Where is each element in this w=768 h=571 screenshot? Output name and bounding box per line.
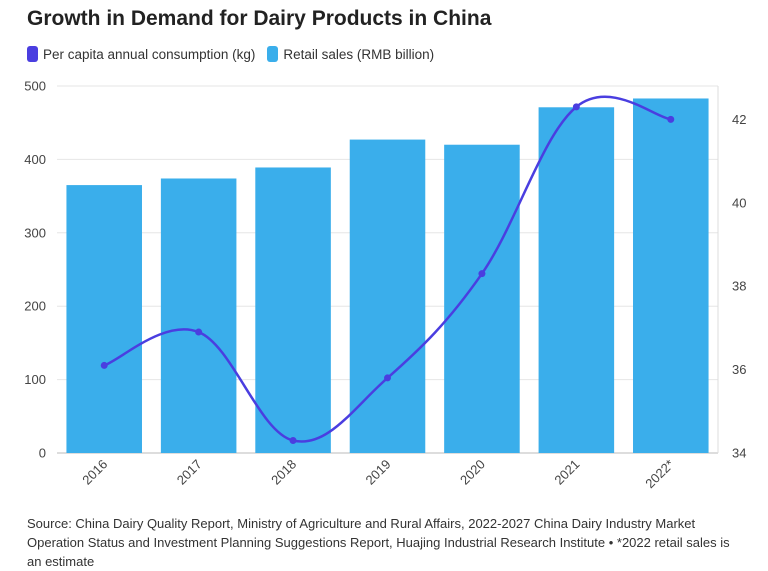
y-left-tick-label: 200	[24, 299, 46, 314]
y-right-tick-label: 36	[732, 362, 746, 377]
y-right-tick-label: 34	[732, 446, 746, 461]
x-tick-label: 2020	[457, 457, 488, 488]
bar	[66, 185, 142, 453]
y-left-tick-label: 500	[24, 79, 46, 94]
consumption-point	[667, 115, 675, 123]
legend: Per capita annual consumption (kg) Retai…	[27, 46, 446, 62]
consumption-point	[572, 103, 580, 111]
legend-swatch-consumption	[27, 46, 38, 62]
y-right-tick-label: 38	[732, 279, 746, 294]
consumption-point	[384, 374, 391, 382]
legend-item-retail-sales[interactable]: Retail sales (RMB billion)	[267, 46, 434, 62]
y-left-tick-label: 0	[39, 446, 46, 461]
legend-swatch-retail-sales	[267, 46, 279, 62]
bar	[160, 178, 237, 453]
source-note: Source: China Dairy Quality Report, Mini…	[27, 516, 730, 569]
legend-label-consumption: Per capita annual consumption (kg)	[43, 46, 256, 62]
x-tick-label: 2016	[79, 457, 110, 488]
consumption-point	[195, 328, 203, 336]
y-right-tick-label: 42	[732, 112, 746, 127]
x-tick-label: 2018	[268, 457, 299, 488]
bar	[538, 107, 615, 453]
y-left-tick-label: 100	[24, 372, 46, 387]
x-tick-label: 2022*	[642, 457, 677, 492]
legend-item-consumption[interactable]: Per capita annual consumption (kg)	[27, 46, 255, 62]
chart-title: Growth in Demand for Dairy Products in C…	[27, 7, 492, 30]
x-tick-label: 2017	[174, 457, 205, 488]
consumption-point	[478, 270, 486, 278]
x-tick-label: 2021	[551, 457, 582, 488]
legend-label-retail-sales: Retail sales (RMB billion)	[283, 46, 435, 62]
x-tick-label: 2019	[363, 457, 394, 488]
bar	[444, 144, 520, 453]
consumption-point	[289, 436, 297, 444]
chart-svg: 0 100 200 300 400 500 34 36 38 40 42 2016 2017 2018 20…	[24, 79, 746, 492]
y-left-tick-label: 400	[24, 152, 46, 167]
bar	[633, 98, 709, 453]
y-right-tick-label: 40	[732, 195, 746, 210]
bar	[349, 139, 426, 453]
y-left-tick-label: 300	[24, 225, 46, 240]
consumption-point	[100, 361, 108, 369]
bar	[255, 167, 331, 453]
